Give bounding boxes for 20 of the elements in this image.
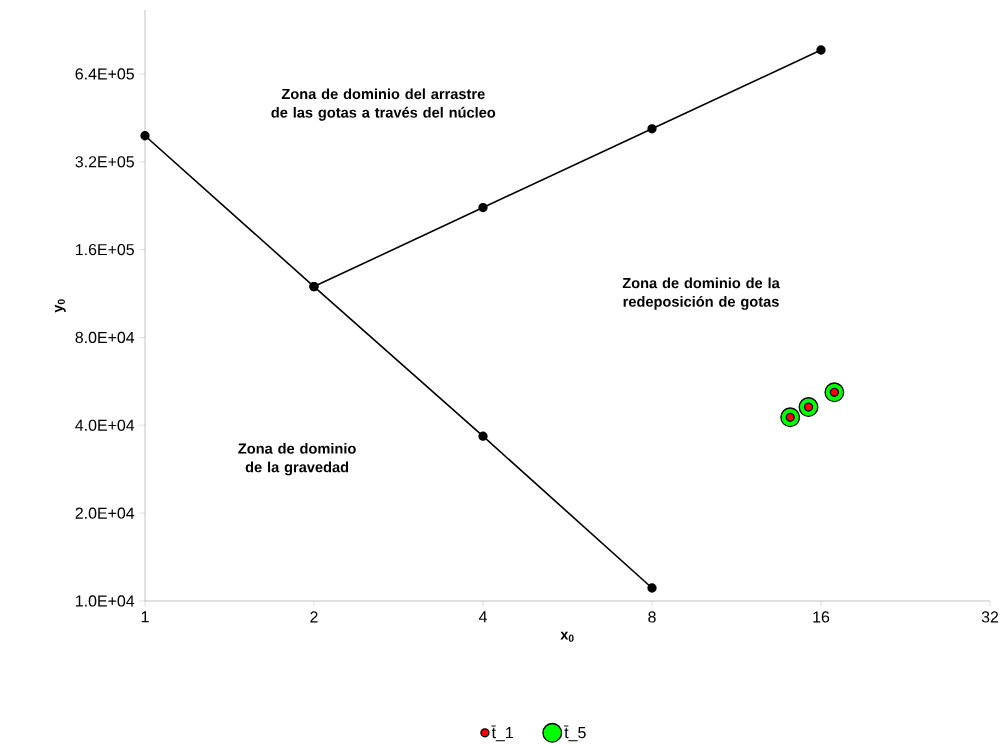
x-tick-label: 8: [648, 611, 656, 623]
x-tick-label: 2: [310, 611, 318, 623]
legend-label: t̄_5: [564, 725, 586, 742]
y-axis-title: y$_{0}$: [54, 299, 66, 313]
legend-label: t̄_1: [491, 725, 513, 742]
y-tick-label: 2.0E+04: [75, 507, 135, 519]
x-tick-label: 1: [141, 611, 149, 623]
y-tick-label: 3.2E+05: [75, 156, 134, 168]
x-tick-label: 4: [478, 611, 487, 623]
x-tick-label: 32: [981, 611, 999, 623]
y-tick-label: 6.4E+05: [75, 68, 134, 80]
y-tick-label: 1.0E+04: [76, 595, 135, 607]
annotation: Zona de dominio de la redeposición de gotas: [622, 277, 780, 310]
x-axis-title: x$_{0}$: [560, 631, 574, 642]
annotation: Zona de dominio de la gravedad: [238, 443, 356, 476]
y-tick-label: 8.0E+04: [75, 331, 135, 344]
annotation: Zona de dominio del arrastre de las gotas a través del núcleo: [271, 88, 496, 121]
y-tick-label: 4.0E+04: [75, 419, 135, 431]
x-tick-label: 16: [813, 611, 830, 623]
y-tick-label: 1.6E+05: [76, 243, 134, 256]
